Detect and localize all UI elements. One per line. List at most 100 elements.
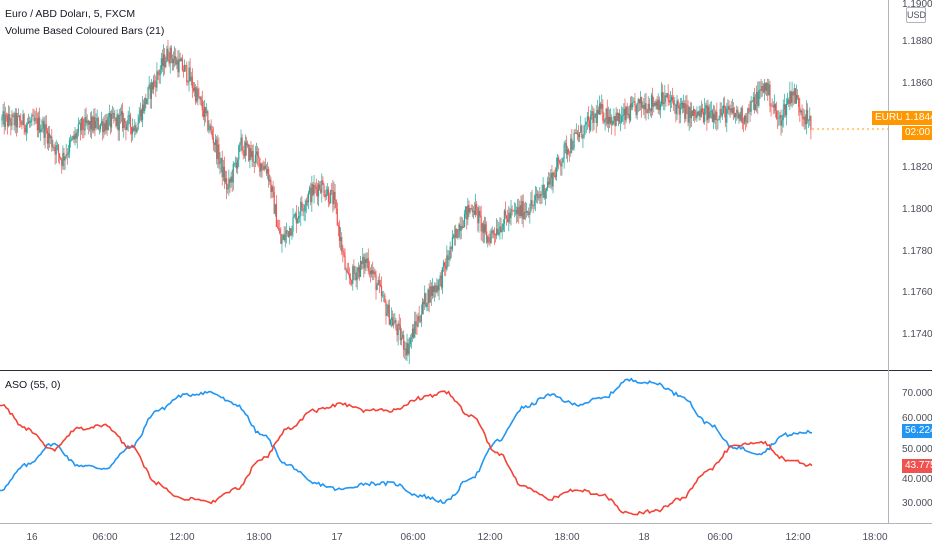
candle <box>683 94 685 113</box>
candle <box>486 221 488 244</box>
candle <box>327 186 330 208</box>
candle <box>470 204 472 210</box>
candle <box>442 259 445 272</box>
candle <box>746 112 748 128</box>
candle <box>650 92 653 118</box>
candle <box>191 68 193 98</box>
candle <box>203 100 206 127</box>
candle <box>512 210 514 213</box>
candle <box>383 290 385 303</box>
candle <box>468 200 470 217</box>
candle <box>463 209 466 228</box>
candle <box>532 204 534 214</box>
candle <box>488 233 490 245</box>
price-pane[interactable]: Euro / ABD Doları, 5, FXCM Volume Based … <box>0 0 932 370</box>
candle <box>577 125 580 143</box>
candle <box>759 81 761 100</box>
candle <box>244 134 247 162</box>
candle <box>20 113 22 128</box>
candle <box>525 202 528 218</box>
candle <box>687 100 689 127</box>
candle <box>790 90 792 107</box>
candle <box>57 143 60 163</box>
candle <box>473 202 476 216</box>
price-axis-label: 1.1740 <box>902 329 932 340</box>
candle <box>560 158 562 176</box>
candle <box>136 127 138 134</box>
time-axis[interactable]: 16 06:00 12:00 18:00 17 06:00 12:00 18:0… <box>0 523 932 551</box>
candle <box>228 169 230 196</box>
oscillator-axis-label: 50.0000 <box>902 444 932 455</box>
candle <box>446 245 448 272</box>
candle <box>681 100 684 114</box>
candle <box>347 262 349 276</box>
candle <box>261 162 263 178</box>
candle <box>119 107 122 124</box>
candle <box>450 246 452 259</box>
candle <box>364 253 366 275</box>
candle <box>737 106 739 120</box>
candle <box>370 264 373 278</box>
candle <box>239 141 241 152</box>
candle <box>552 171 554 194</box>
candle <box>227 183 229 194</box>
candle <box>632 96 634 111</box>
candle <box>199 96 201 105</box>
candle <box>181 54 183 72</box>
candle <box>376 282 378 291</box>
candle <box>286 230 289 237</box>
price-axis-label: 1.1820 <box>902 162 932 173</box>
candle <box>708 104 710 123</box>
candle <box>659 101 662 119</box>
currency-button[interactable]: USD <box>906 7 926 23</box>
candle <box>314 182 316 194</box>
candle <box>432 285 435 298</box>
candle <box>21 120 23 130</box>
candle <box>497 219 499 236</box>
countdown-tag: 02:00 <box>902 126 932 140</box>
candle <box>165 56 167 69</box>
candle <box>78 120 81 125</box>
candle <box>280 227 282 245</box>
candle <box>235 157 238 174</box>
candle <box>700 100 702 118</box>
candle <box>392 310 394 327</box>
candle <box>164 48 166 75</box>
pane-separator[interactable] <box>0 370 932 371</box>
candle <box>527 210 529 216</box>
candle <box>480 205 482 241</box>
candle <box>230 171 232 188</box>
candle <box>521 194 523 225</box>
candle <box>648 98 650 114</box>
candle <box>26 117 29 134</box>
candle <box>301 195 303 212</box>
candle <box>212 126 214 151</box>
candle <box>64 155 66 170</box>
price-chart[interactable] <box>0 0 888 370</box>
candle <box>185 64 187 72</box>
candle <box>291 225 293 240</box>
candle <box>707 99 709 124</box>
candle <box>782 99 784 128</box>
candle <box>753 87 756 114</box>
candle <box>170 45 172 64</box>
candle <box>268 166 270 188</box>
candle <box>639 91 642 111</box>
oscillator-pane[interactable]: ASO (55, 0) <box>0 371 932 523</box>
candle <box>333 181 335 211</box>
candle <box>498 221 500 237</box>
oscillator-chart[interactable] <box>0 371 888 523</box>
candle <box>550 169 552 189</box>
candle <box>731 98 733 115</box>
candle <box>712 104 715 130</box>
candle <box>752 92 754 110</box>
candle <box>315 178 317 197</box>
candle <box>775 101 778 120</box>
candle <box>309 185 311 195</box>
candle <box>718 115 720 121</box>
candle <box>749 100 751 123</box>
candle <box>559 159 561 165</box>
candle <box>551 165 553 191</box>
candle <box>604 117 606 131</box>
candle <box>735 112 737 124</box>
